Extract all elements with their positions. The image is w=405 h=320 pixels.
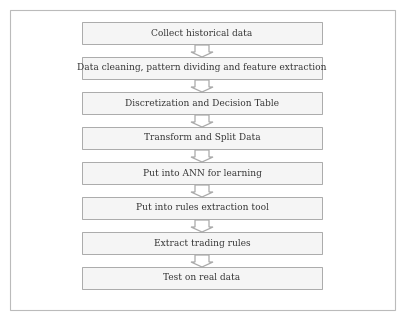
- Text: Transform and Split Data: Transform and Split Data: [144, 133, 260, 142]
- FancyBboxPatch shape: [82, 57, 322, 79]
- FancyBboxPatch shape: [82, 22, 322, 44]
- FancyBboxPatch shape: [82, 232, 322, 254]
- Polygon shape: [191, 80, 213, 92]
- Text: Put into ANN for learning: Put into ANN for learning: [143, 169, 262, 178]
- Polygon shape: [191, 220, 213, 232]
- FancyBboxPatch shape: [82, 162, 322, 184]
- FancyBboxPatch shape: [82, 197, 322, 219]
- Polygon shape: [191, 150, 213, 162]
- Polygon shape: [191, 115, 213, 127]
- Text: Discretization and Decision Table: Discretization and Decision Table: [125, 99, 279, 108]
- Text: Put into rules extraction tool: Put into rules extraction tool: [136, 204, 269, 212]
- Polygon shape: [191, 255, 213, 267]
- FancyBboxPatch shape: [82, 127, 322, 149]
- FancyBboxPatch shape: [82, 92, 322, 114]
- Text: Data cleaning, pattern dividing and feature extraction: Data cleaning, pattern dividing and feat…: [77, 63, 327, 73]
- Text: Extract trading rules: Extract trading rules: [153, 238, 250, 247]
- Polygon shape: [191, 45, 213, 57]
- Text: Test on real data: Test on real data: [164, 274, 241, 283]
- FancyBboxPatch shape: [82, 267, 322, 289]
- Text: Collect historical data: Collect historical data: [151, 28, 253, 37]
- Polygon shape: [191, 185, 213, 197]
